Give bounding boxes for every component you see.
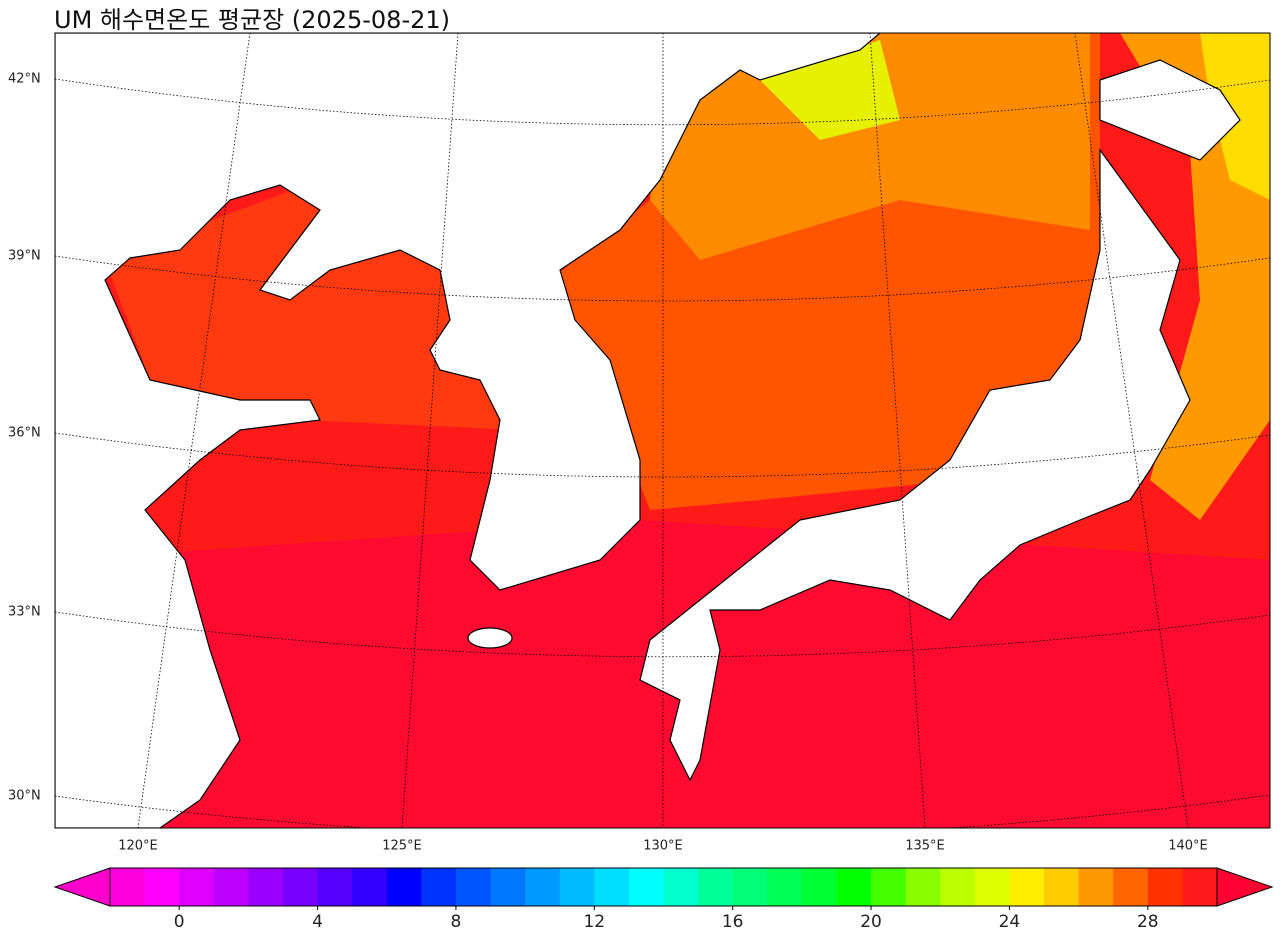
lat-label: 30°N (8, 789, 41, 804)
sea-north (650, 33, 1090, 260)
colorbar-bin (594, 868, 630, 906)
map (54, 32, 1271, 829)
sea-cool (760, 40, 900, 140)
lat-label: 42°N (8, 72, 41, 87)
colorbar-tick-label: 24 (999, 912, 1021, 932)
colorbar-bin (1113, 868, 1149, 906)
colorbar-bin (905, 868, 941, 906)
lon-label: 135°E (905, 839, 945, 854)
graticule (55, 794, 1270, 828)
colorbar-bin (1044, 868, 1080, 906)
colorbar-frame (109, 867, 1218, 907)
colorbar-bin (317, 868, 353, 906)
colorbar-bin (698, 868, 734, 906)
mainland (55, 33, 881, 828)
lon-label: 120°E (118, 839, 158, 854)
colorbar-tick-label: 28 (1137, 912, 1159, 932)
colorbar-bin (352, 868, 388, 906)
colorbar-extend (1216, 867, 1274, 907)
map-frame (54, 32, 1271, 829)
colorbar-bin (663, 868, 699, 906)
colorbar-bin (525, 868, 561, 906)
lat-label: 33°N (8, 605, 41, 620)
colorbar-bin (248, 868, 284, 906)
colorbar-bin (1009, 868, 1045, 906)
colorbar-bin (628, 868, 664, 906)
colorbar-bin (421, 868, 457, 906)
colorbar: 0 4 8 12 16 20 24 28 (53, 867, 1274, 932)
colorbar-extend (53, 867, 111, 907)
colorbar-tick-label: 16 (722, 912, 744, 932)
colorbar-bin (110, 868, 146, 906)
colorbar-bin (801, 868, 837, 906)
colorbar-tick-label: 8 (451, 912, 462, 932)
colorbar-bin (940, 868, 976, 906)
colorbar-bin (490, 868, 526, 906)
axis-labels: 42°N 39°N 36°N 33°N 30°N 120°E 125°E 130°E 135°E… (8, 72, 1208, 854)
colorbar-bin (732, 868, 768, 906)
lat-label: 36°N (8, 426, 41, 441)
colorbar-bin (1147, 868, 1183, 906)
colorbar-bin (179, 868, 215, 906)
jeju (467, 627, 513, 649)
lat-label: 39°N (8, 249, 41, 264)
lon-label: 130°E (643, 839, 683, 854)
japan (639, 148, 1191, 782)
colorbar-bin (1078, 868, 1114, 906)
colorbar-tick-label: 4 (312, 912, 323, 932)
colorbar-bin (282, 868, 319, 906)
colorbar-bin (386, 868, 422, 906)
lon-label: 125°E (382, 839, 422, 854)
title: UM 해수면온도 평균장 (2025-08-21) (54, 6, 450, 34)
colorbar-bin (144, 868, 180, 906)
colorbar-tick-label: 12 (583, 912, 605, 932)
hokkaido (1099, 59, 1241, 161)
colorbar-tick-label: 0 (174, 912, 185, 932)
colorbar-bin (767, 868, 803, 906)
colorbar-bin (1182, 868, 1218, 906)
colorbar-bin (836, 868, 872, 906)
colorbar-tick-label: 20 (860, 912, 882, 932)
colorbar-bin (974, 868, 1010, 906)
colorbar-bin (455, 868, 492, 906)
colorbar-bin (559, 868, 595, 906)
colorbar-bin (213, 868, 249, 906)
lon-label: 140°E (1168, 839, 1208, 854)
colorbar-bin (871, 868, 907, 906)
